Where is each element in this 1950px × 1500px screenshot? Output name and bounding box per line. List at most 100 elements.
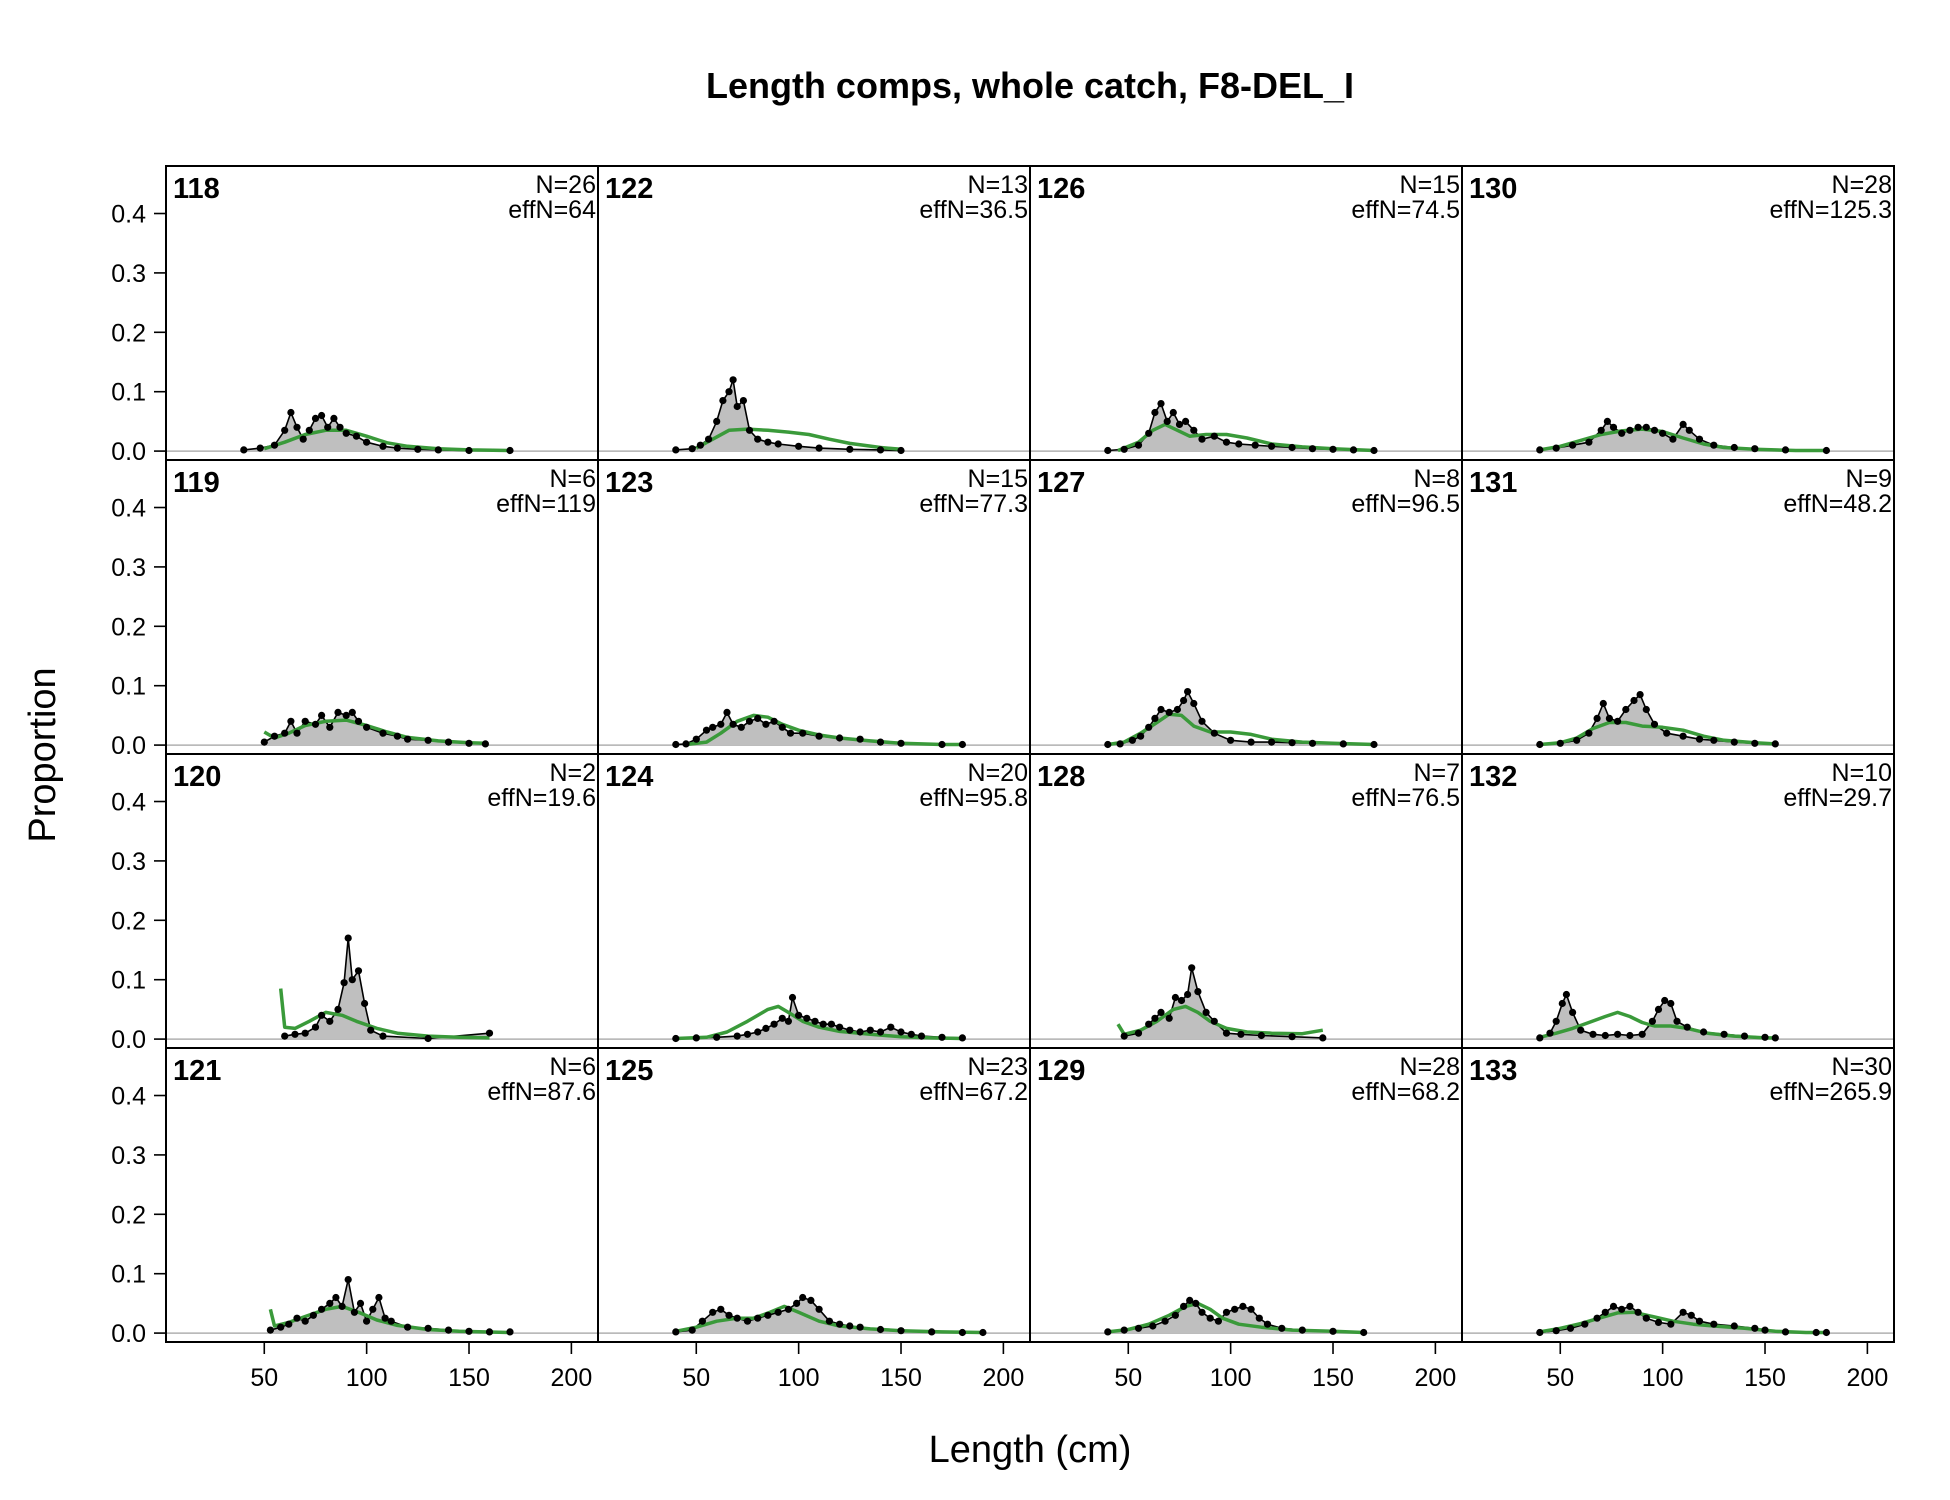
observed-point [485,1029,494,1037]
observed-point [1589,1030,1597,1038]
observed-point [672,446,680,454]
observed-point [696,441,705,449]
observed-point [1134,1029,1143,1037]
panel-effn-label: effN=48.2 [1783,490,1892,518]
observed-point [465,1327,473,1335]
observed-point [1669,435,1677,443]
panel-n-label: N=26 [536,171,596,199]
observed-point [404,735,412,743]
panel-year-label: 125 [605,1055,653,1087]
observed-point [326,723,334,731]
observed-point [1618,1305,1626,1313]
expected-line [1117,422,1375,453]
panel-frame [1461,1047,1895,1343]
observed-point [1339,740,1347,748]
x-tick-label: 150 [1744,1364,1786,1392]
observed-point [350,1308,358,1316]
panel-n-label: N=15 [968,465,1028,493]
observed-point [1214,1317,1222,1325]
observed-point [354,717,363,725]
observed-point [1700,1028,1708,1036]
observed-point [318,411,326,420]
observed-point [1104,1328,1112,1336]
observed-point [1661,996,1669,1005]
observed-point [1151,1014,1159,1022]
observed-point [1145,1020,1153,1028]
observed-point [1206,1314,1214,1322]
observed-point [1298,1326,1306,1334]
observed-point [342,429,350,437]
panel-n-label: N=20 [968,759,1028,787]
x-tick-label: 50 [682,1364,710,1392]
observed-point [1562,990,1570,999]
observed-point [354,967,363,975]
observed-point [1569,1008,1577,1017]
observed-point [1638,1030,1646,1038]
observed-point [897,446,905,455]
observed-point [342,711,350,720]
observed-point [375,1293,383,1302]
observed-point [1151,408,1159,417]
x-tick-label: 200 [983,1364,1025,1392]
observed-point [887,1023,895,1031]
observed-point [856,735,864,743]
observed-point [1781,446,1790,454]
observed-point [281,1032,289,1040]
observed-point [1667,999,1675,1008]
observed-point [1120,445,1128,453]
observed-point [287,408,295,417]
observed-point [866,1026,874,1034]
observed-fill [675,712,963,746]
observed-point [363,723,371,731]
observed-point [379,729,387,737]
observed-point [256,444,264,452]
y-tick-label: 0.0 [111,1320,146,1348]
panel-effn-label: effN=74.5 [1351,196,1460,224]
observed-point [1137,732,1145,740]
observed-point [369,1305,377,1313]
panel-effn-label: effN=95.8 [919,784,1028,812]
observed-point [293,1314,301,1322]
observed-point [754,714,762,723]
observed-point [672,1328,680,1336]
observed-point [344,1276,352,1284]
observed-point [1751,739,1759,747]
observed-point [876,1028,885,1036]
observed-point [363,438,371,446]
observed-point [1165,1014,1173,1022]
observed-point [788,993,797,1002]
panel-n-label: N=7 [1413,759,1460,787]
observed-point [1683,1023,1691,1031]
observed-point [745,717,754,725]
x-tick-label: 100 [1210,1364,1252,1392]
observed-point [1157,400,1165,408]
y-tick-label: 0.2 [111,613,146,641]
panel-n-label: N=28 [1832,171,1892,199]
panel-year-label: 118 [173,173,220,205]
observed-point [723,708,731,717]
observed-point [1751,445,1759,453]
observed-point [393,732,401,740]
observed-point [799,1293,807,1302]
panel-effn-label: effN=87.6 [487,1078,596,1106]
observed-fill [1539,994,1776,1040]
observed-point [1740,1032,1749,1040]
observed-point [1710,1320,1718,1328]
x-tick-label: 50 [1114,1364,1142,1392]
observed-point [815,444,823,452]
observed-point [305,426,313,434]
observed-point [770,717,778,725]
observed-point [1120,1326,1128,1334]
observed-point [1151,714,1159,723]
observed-point [1636,691,1644,699]
observed-point [1104,740,1112,749]
observed-point [444,738,453,746]
observed-fill [675,1297,983,1334]
observed-point [387,1317,395,1325]
